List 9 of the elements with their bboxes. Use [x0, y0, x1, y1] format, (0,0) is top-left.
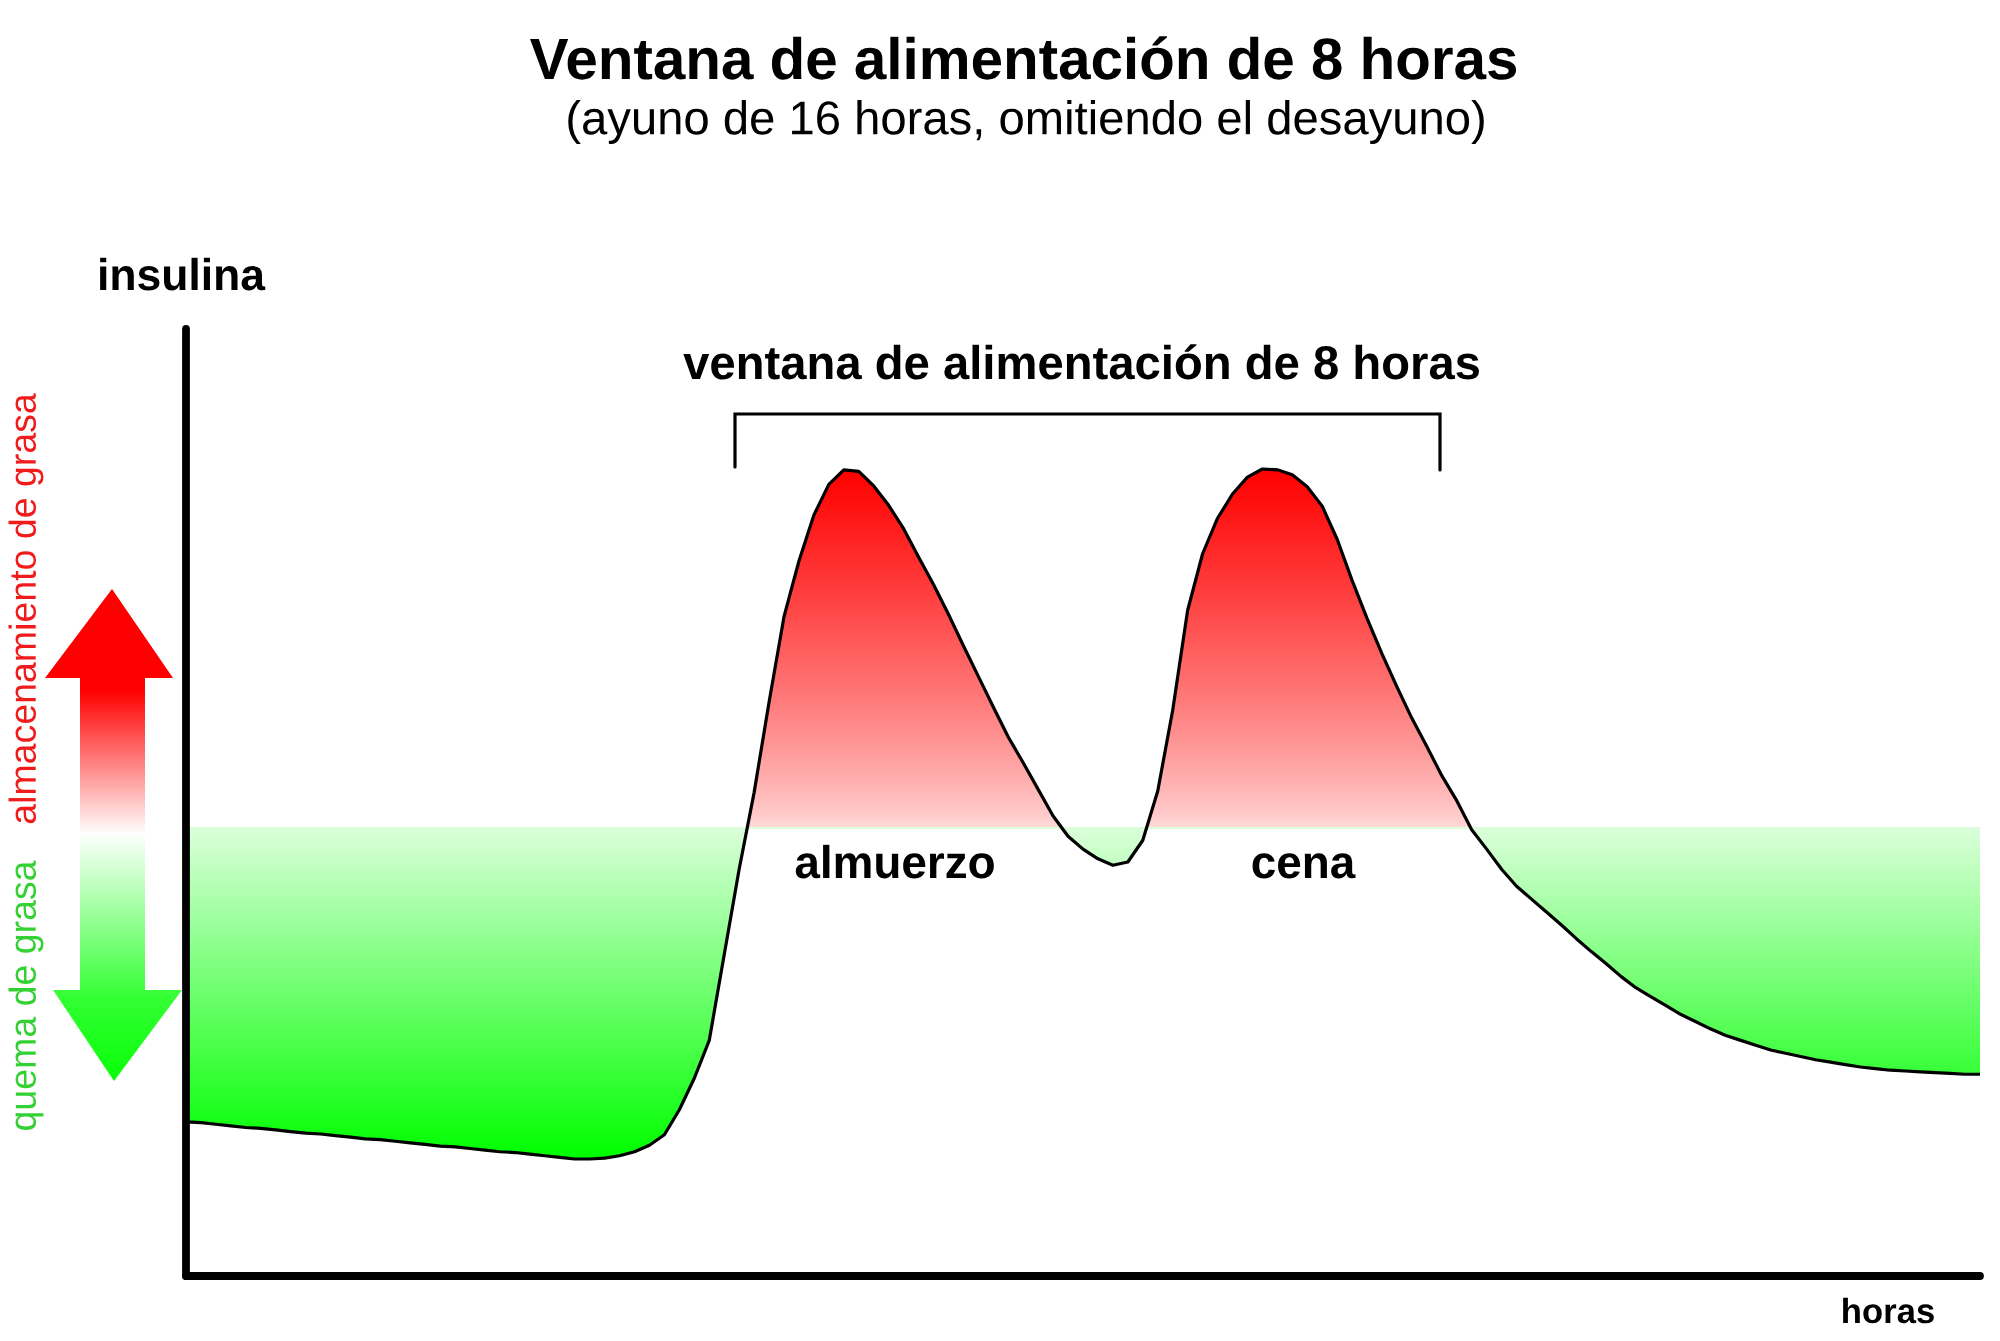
text: almacenamiento de grasa [8, 393, 44, 824]
chart-subtitle: (ayuno de 16 horas, omitiendo el desayuno) [568, 99, 1484, 145]
annotation: almuerzo [795, 844, 994, 879]
x-axis-title: horas [1843, 1297, 1934, 1324]
annotation: cena [1252, 853, 1356, 879]
chart-title: Ventana de alimentación de 8 horas [530, 36, 1517, 80]
text: quema de grasa [8, 860, 44, 1130]
y-axis-title: insulina [100, 257, 266, 291]
text: ventana de alimentación de 8 horas [683, 344, 1479, 380]
